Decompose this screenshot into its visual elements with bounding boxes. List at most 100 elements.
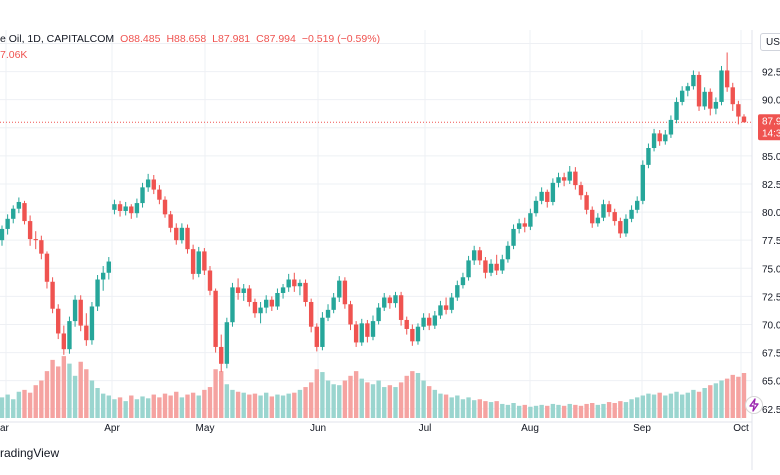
candle-body xyxy=(398,295,404,320)
y-tick-label: 65.0 xyxy=(762,377,780,388)
x-tick-label: May xyxy=(196,423,215,434)
x-tick-label: Aug xyxy=(521,423,539,434)
candle-body xyxy=(297,282,303,287)
candle-body xyxy=(342,280,348,305)
x-tick-label: Oct xyxy=(733,423,749,434)
volume-bar xyxy=(56,366,61,418)
symbol-info-bar: e Oil, 1D, CAPITALCOM O88.485 H88.658 L8… xyxy=(0,33,380,49)
y-tick-label: 62.5 xyxy=(762,405,780,416)
candle-body xyxy=(460,277,466,286)
y-tick-label: 75.0 xyxy=(762,264,780,275)
volume-bar xyxy=(5,394,10,418)
volume-bar xyxy=(353,371,359,418)
candle-body xyxy=(72,299,78,322)
candle-body xyxy=(415,326,421,342)
volume-bar xyxy=(556,404,561,418)
candle-body xyxy=(325,309,331,318)
volume-bar xyxy=(483,401,488,418)
candle-body xyxy=(190,249,196,274)
candle-body xyxy=(314,326,319,347)
volume-bar xyxy=(528,406,533,418)
candle-body xyxy=(145,179,151,188)
candle-body xyxy=(100,272,106,280)
volume-bar xyxy=(455,395,460,418)
volume-bar xyxy=(629,399,634,418)
y-tick-label: 92.5 xyxy=(762,68,780,79)
volume-bar xyxy=(337,385,342,418)
volume-bar xyxy=(500,403,505,418)
volume-bar xyxy=(162,393,168,418)
y-tick-label: 77.5 xyxy=(762,236,780,247)
volume-bar xyxy=(134,399,140,418)
candle-body xyxy=(674,101,679,120)
volume-bar xyxy=(95,388,100,418)
volume-bar xyxy=(247,394,252,418)
currency-button[interactable]: USD xyxy=(760,33,780,51)
volume-bar xyxy=(185,394,190,418)
volume-bar xyxy=(16,391,22,418)
volume-bar xyxy=(545,405,550,418)
candle-body xyxy=(708,91,713,109)
volume-bar xyxy=(365,382,370,418)
volume-bar xyxy=(561,405,567,418)
candle-body xyxy=(140,187,145,204)
candle-body xyxy=(483,260,488,273)
x-tick-label: ar xyxy=(0,423,10,434)
symbol-label: e Oil, 1D, CAPITALCOM xyxy=(0,33,115,45)
volume-bar xyxy=(477,399,482,418)
volume-bar xyxy=(387,385,393,418)
candle-body xyxy=(16,201,22,209)
brand-label: radingView xyxy=(0,446,60,460)
volume-bar xyxy=(331,384,336,418)
volume-bar xyxy=(393,387,398,418)
volume-bar xyxy=(584,403,589,418)
volume-bar xyxy=(719,380,724,418)
candle-body xyxy=(488,263,494,273)
candle-body xyxy=(151,179,156,190)
candle-body xyxy=(89,306,95,341)
volume-bar xyxy=(618,401,623,418)
volume-bar xyxy=(106,395,111,418)
candle-body xyxy=(376,307,381,322)
price-tag-time: 14:3 xyxy=(762,128,780,139)
volume-bar xyxy=(640,395,646,418)
volume-bar xyxy=(370,384,376,418)
volume-bar xyxy=(460,399,466,418)
volume-bar xyxy=(314,369,319,418)
candle-body xyxy=(516,223,522,229)
candle-body xyxy=(84,325,89,341)
candle-body xyxy=(117,204,123,211)
candle-body xyxy=(219,346,224,364)
candle-body xyxy=(573,171,578,186)
volume-bar xyxy=(601,403,606,418)
volume-bar xyxy=(78,361,83,418)
volume-bar xyxy=(550,403,556,418)
y-tick-label: 90.0 xyxy=(762,96,780,107)
volume-bar xyxy=(27,392,33,418)
bolt-icon[interactable] xyxy=(745,396,763,414)
volume-bar xyxy=(404,375,409,418)
candle-body xyxy=(157,189,162,200)
volume-bar xyxy=(325,380,331,418)
volume-bar xyxy=(427,386,432,418)
volume-bar xyxy=(398,382,404,418)
candle-body xyxy=(657,133,662,142)
candle-body xyxy=(466,260,471,278)
volume-bar xyxy=(567,403,572,418)
volume-bar xyxy=(230,389,235,418)
candle-body xyxy=(50,281,55,309)
candle-body xyxy=(112,204,117,210)
volume-bar xyxy=(668,393,674,418)
x-tick-label: Apr xyxy=(104,423,120,434)
candle-body xyxy=(404,319,409,329)
volume-bar xyxy=(724,378,730,418)
volume-bar xyxy=(129,395,134,418)
volume-bar xyxy=(539,404,544,418)
volume-bar xyxy=(224,384,230,418)
candle-body xyxy=(331,297,336,310)
candle-body xyxy=(477,250,482,261)
y-tick-label: 67.5 xyxy=(762,349,780,360)
candle-body xyxy=(528,213,533,227)
